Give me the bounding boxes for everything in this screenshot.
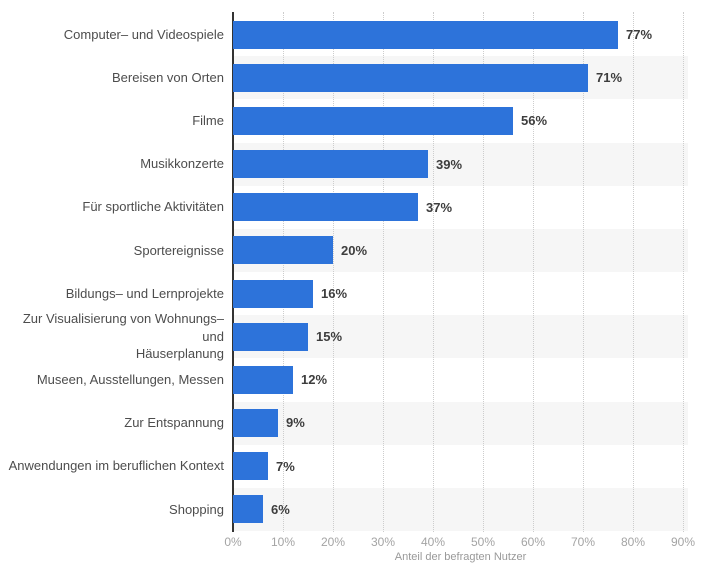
bar[interactable] bbox=[233, 279, 313, 308]
chart-row: Bereisen von Orten 71% bbox=[0, 56, 704, 99]
chart-row: Anwendungen im beruflichen Kontext 7% bbox=[0, 445, 704, 488]
row-plot-area: 37% bbox=[233, 186, 688, 229]
row-stripe bbox=[233, 315, 688, 359]
x-tick-label: 0% bbox=[224, 535, 242, 549]
chart-row: Shopping 6% bbox=[0, 488, 704, 531]
row-plot-area: 12% bbox=[233, 358, 688, 401]
category-label: Für sportliche Aktivitäten bbox=[82, 199, 224, 215]
bar[interactable] bbox=[233, 20, 618, 49]
value-label: 9% bbox=[286, 415, 305, 431]
row-plot-area: 15% bbox=[233, 315, 688, 358]
category-label: Musikkonzerte bbox=[140, 156, 224, 172]
x-axis-caption: Anteil der befragten Nutzer bbox=[394, 551, 527, 563]
value-label: 16% bbox=[321, 286, 348, 302]
x-tick-label: 10% bbox=[270, 535, 296, 549]
bar[interactable] bbox=[233, 150, 428, 179]
x-tick-label: 90% bbox=[670, 535, 696, 549]
category-label: Shopping bbox=[169, 501, 224, 517]
x-axis-tick-labels: 0% 10% 20% 30% 40% 50% 60% 70% 80% 90% bbox=[0, 535, 704, 550]
bar[interactable] bbox=[233, 452, 268, 481]
chart-row: Musikkonzerte 39% bbox=[0, 142, 704, 185]
row-plot-area: 20% bbox=[233, 229, 688, 272]
x-tick-label: 60% bbox=[520, 535, 546, 549]
row-plot-area: 56% bbox=[233, 99, 688, 142]
category-label: Bildungs– und Lernprojekte bbox=[65, 285, 224, 301]
category-label: Filme bbox=[192, 113, 224, 129]
x-tick-label: 80% bbox=[620, 535, 646, 549]
value-label: 6% bbox=[271, 501, 290, 517]
value-label: 77% bbox=[626, 27, 653, 43]
x-tick-label: 40% bbox=[420, 535, 446, 549]
chart-row: Zur Entspannung 9% bbox=[0, 401, 704, 444]
category-label: Bereisen von Orten bbox=[111, 69, 224, 85]
row-plot-area: 77% bbox=[233, 13, 688, 56]
row-plot-area: 7% bbox=[233, 445, 688, 488]
category-label: Zur Visualisierung von Wohnungs– und Häu… bbox=[22, 311, 224, 362]
bar[interactable] bbox=[233, 193, 418, 222]
chart-rows: Computer– und Videospiele 77% Bereisen von… bbox=[0, 13, 704, 531]
category-label: Anwendungen im beruflichen Kontext bbox=[8, 458, 224, 474]
row-stripe bbox=[233, 487, 688, 531]
x-tick-label: 70% bbox=[570, 535, 596, 549]
chart-row: Filme 56% bbox=[0, 99, 704, 142]
row-plot-area: 9% bbox=[233, 401, 688, 444]
chart-row: Computer– und Videospiele 77% bbox=[0, 13, 704, 56]
category-label: Computer– und Videospiele bbox=[63, 26, 224, 42]
row-plot-area: 39% bbox=[233, 142, 688, 185]
bar[interactable] bbox=[233, 365, 293, 394]
row-stripe bbox=[233, 401, 688, 445]
value-label: 71% bbox=[596, 70, 623, 86]
bar[interactable] bbox=[233, 408, 278, 437]
value-label: 7% bbox=[276, 458, 295, 474]
y-axis-line bbox=[232, 12, 234, 532]
bar[interactable] bbox=[233, 236, 333, 265]
category-label: Sportereignisse bbox=[133, 242, 224, 258]
category-label: Museen, Ausstellungen, Messen bbox=[36, 372, 224, 388]
value-label: 15% bbox=[316, 329, 343, 345]
x-tick-label: 50% bbox=[470, 535, 496, 549]
chart-row: Bildungs– und Lernprojekte 16% bbox=[0, 272, 704, 315]
x-tick-label: 20% bbox=[320, 535, 346, 549]
chart-row: Museen, Ausstellungen, Messen 12% bbox=[0, 358, 704, 401]
bar[interactable] bbox=[233, 106, 513, 135]
value-label: 39% bbox=[436, 156, 463, 172]
bar[interactable] bbox=[233, 322, 308, 351]
bar[interactable] bbox=[233, 495, 263, 524]
value-label: 12% bbox=[301, 372, 328, 388]
row-plot-area: 71% bbox=[233, 56, 688, 99]
value-label: 56% bbox=[521, 113, 548, 129]
value-label: 37% bbox=[426, 199, 453, 215]
chart-row: Für sportliche Aktivitäten 37% bbox=[0, 186, 704, 229]
value-label: 20% bbox=[341, 242, 368, 258]
chart-row: Sportereignisse 20% bbox=[0, 229, 704, 272]
x-tick-label: 30% bbox=[370, 535, 396, 549]
row-plot-area: 6% bbox=[233, 488, 688, 531]
bar[interactable] bbox=[233, 63, 588, 92]
row-stripes-layer bbox=[233, 13, 688, 531]
row-plot-area: 16% bbox=[233, 272, 688, 315]
category-label: Zur Entspannung bbox=[124, 415, 224, 431]
chart-row: Zur Visualisierung von Wohnungs– und Häu… bbox=[0, 311, 704, 362]
